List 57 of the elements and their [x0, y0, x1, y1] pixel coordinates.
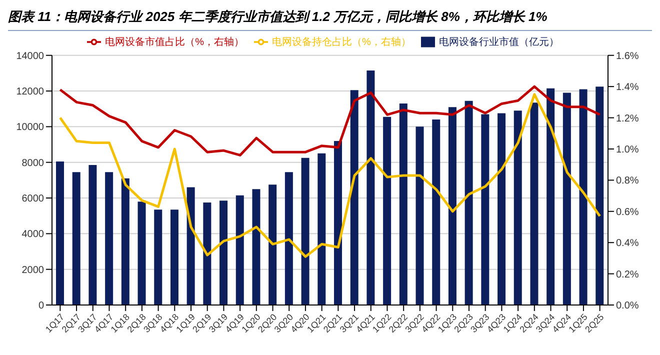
y-tick-label: 14000 [16, 50, 44, 62]
bar [105, 172, 114, 305]
bar [448, 107, 456, 305]
bar [383, 116, 392, 305]
bar [416, 126, 424, 305]
bar [170, 210, 178, 305]
y-tick-label: 8000 [22, 158, 44, 169]
y2-tick-label: 0.0% [616, 300, 639, 312]
bar [284, 172, 293, 305]
bar [530, 102, 538, 305]
bar [203, 202, 212, 305]
bar [399, 104, 408, 305]
bar [366, 70, 375, 305]
line-series [58, 85, 602, 156]
y-tick-label: 10000 [16, 122, 44, 134]
y2-tick-label: 0.4% [616, 238, 639, 250]
bar [138, 202, 146, 305]
bar [350, 90, 358, 305]
bar [514, 110, 522, 305]
y2-tick-label: 0.8% [616, 176, 639, 187]
bar [252, 189, 260, 305]
bar [186, 187, 195, 305]
bar [301, 158, 310, 305]
bar [72, 172, 80, 305]
legend-label: 电网设备行业市值（亿元） [438, 37, 559, 48]
bar [318, 153, 326, 305]
y2-tick-label: 0.2% [616, 269, 639, 280]
y2-tick-label: 1.6% [616, 50, 639, 62]
bar [464, 100, 473, 305]
bar [334, 140, 342, 305]
bar [88, 165, 97, 305]
y-tick-label: 4000 [22, 229, 44, 240]
bar [481, 114, 490, 305]
bar [579, 89, 588, 305]
bar [154, 210, 162, 305]
bar [236, 195, 244, 305]
y-tick-label: 0 [38, 300, 44, 312]
bar [596, 86, 604, 305]
bar [498, 113, 506, 305]
chart-title: 图表 11：电网设备行业 2025 年二季度行业市值达到 1.2 万亿元，同比增长 8%，环比增长 1% [8, 8, 652, 31]
y2-tick-label: 1.2% [616, 113, 639, 124]
bar [268, 184, 277, 305]
y2-tick-label: 0.6% [616, 206, 639, 218]
legend-label: 电网设备持仓占比（%，右轴） [272, 37, 411, 48]
y2-tick-label: 1.0% [616, 144, 639, 156]
y-tick-label: 6000 [22, 194, 44, 205]
bar [121, 178, 130, 305]
y2-tick-label: 1.4% [616, 82, 639, 94]
legend-label: 电网设备市值占比（%，右轴） [105, 37, 244, 48]
bar [432, 120, 440, 305]
bar [562, 92, 571, 305]
line-series [58, 93, 602, 258]
bar [546, 88, 555, 305]
bar [220, 200, 228, 305]
bar [56, 161, 64, 305]
y-tick-label: 2000 [22, 264, 44, 276]
y-tick-label: 12000 [16, 86, 44, 98]
